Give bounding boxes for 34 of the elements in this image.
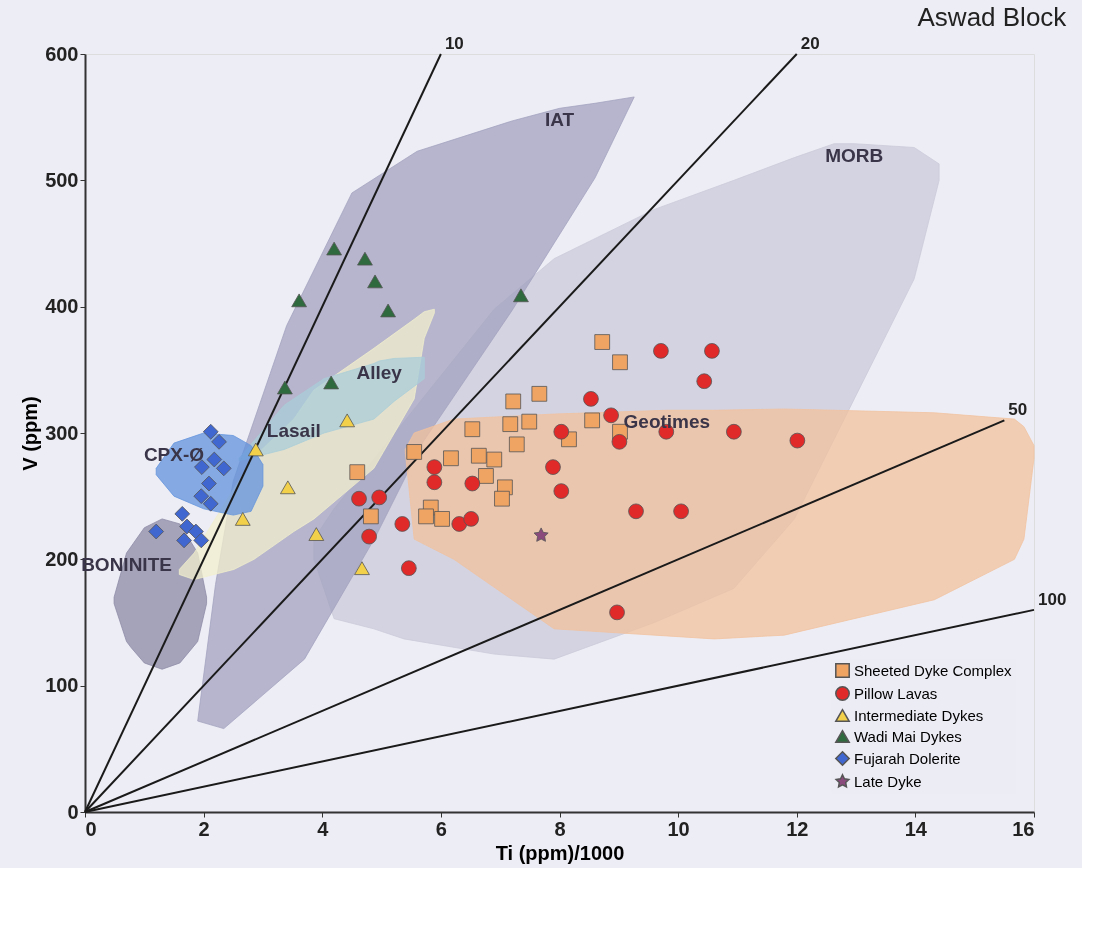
series-label: IAT: [544, 109, 575, 131]
y-tick-label: 400: [45, 295, 79, 318]
legend-label: Sheeted Dyke Complex: [854, 661, 1013, 679]
series-label: Geotimes: [623, 411, 711, 433]
x-tick-label: 0: [85, 817, 97, 840]
legend-label: Wadi Mai Dykes: [854, 727, 962, 745]
series-label: Alley: [356, 361, 403, 383]
x-tick-label: 6: [435, 817, 447, 840]
y-tick-label: 0: [67, 800, 79, 823]
y-tick-label: 200: [45, 547, 79, 570]
x-tick-label: 14: [904, 817, 928, 840]
legend-label: Pillow Lavas: [854, 684, 938, 702]
series-label: 50: [1008, 400, 1028, 420]
x-tick-label: 10: [667, 817, 690, 840]
y-axis-title: V (ppm): [19, 396, 42, 471]
x-tick-label: 4: [317, 817, 330, 840]
y-tick-label: 600: [45, 42, 79, 65]
y-tick-label: 500: [45, 168, 79, 191]
series-label: 20: [800, 34, 820, 53]
legend-label: Intermediate Dykes: [854, 706, 984, 724]
x-tick-label: 12: [786, 817, 809, 840]
x-tick-label: 8: [554, 817, 566, 840]
y-tick-label: 100: [45, 674, 79, 697]
chart-title: Aswad Block: [917, 2, 1068, 32]
series-label: Lasail: [266, 420, 321, 442]
x-axis-title: Ti (ppm)/1000: [495, 841, 625, 864]
series-label: 10: [444, 34, 464, 53]
legend-label: Fujarah Dolerite: [854, 749, 961, 767]
x-tick-label: 16: [1012, 817, 1035, 840]
series-label: MORB: [825, 144, 884, 166]
x-tick-label: 2: [198, 817, 210, 840]
y-tick-label: 300: [45, 421, 79, 444]
legend-label: Late Dyke: [854, 772, 922, 790]
series-label: 100: [1038, 589, 1067, 609]
